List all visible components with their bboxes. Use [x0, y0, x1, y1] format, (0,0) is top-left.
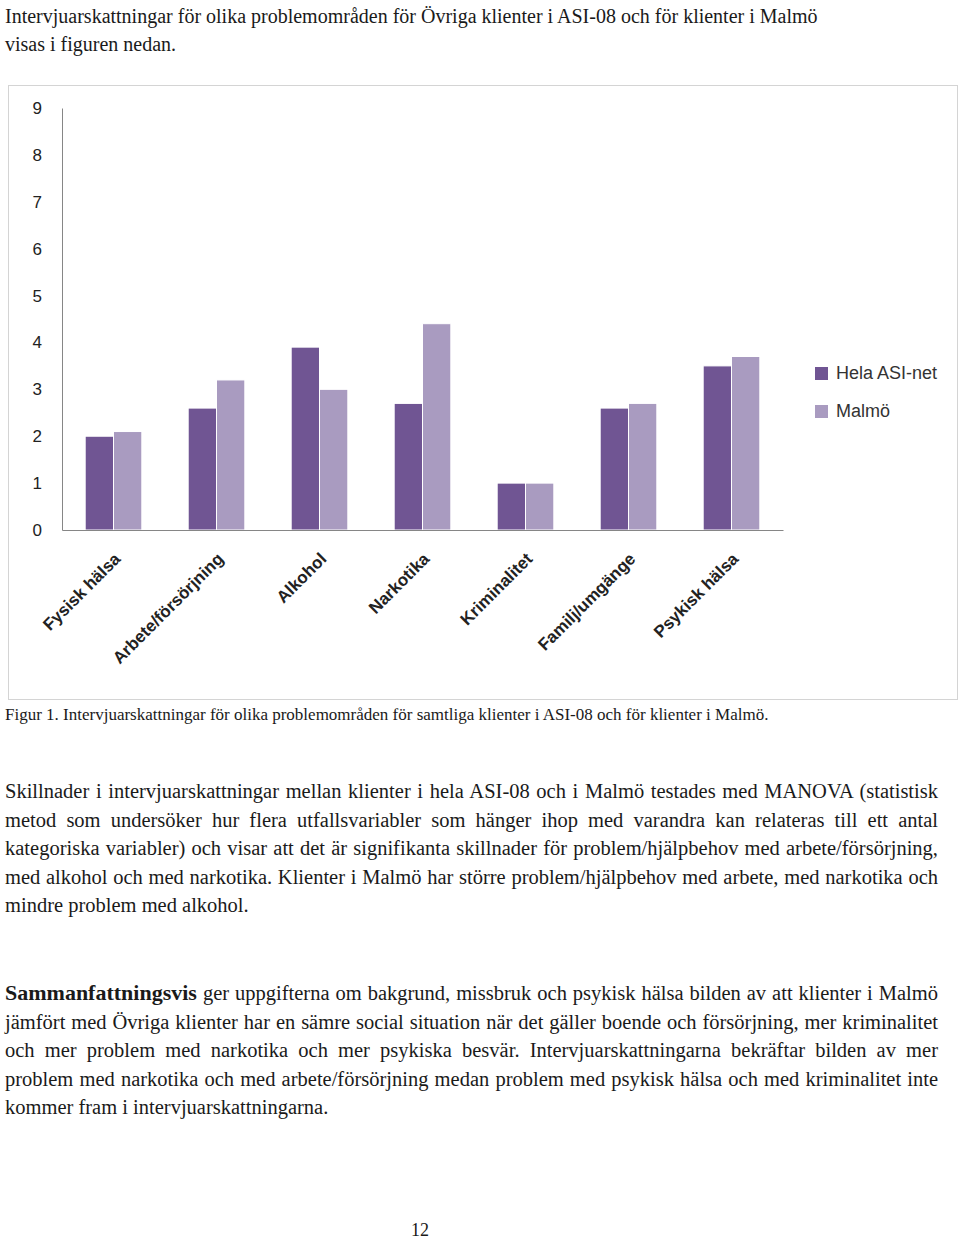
- y-tick-label: 0: [33, 521, 42, 540]
- figure-caption: Figur 1. Intervjuarskattningar för olika…: [5, 702, 845, 728]
- y-tick: 8: [33, 146, 62, 165]
- bar: [217, 380, 245, 530]
- paragraph-lead: Sammanfattningsvis: [5, 980, 197, 1005]
- bars: [85, 324, 760, 530]
- x-tick-label: Familj/umgänge: [534, 549, 639, 654]
- x-tick: Alkohol: [273, 530, 331, 607]
- y-axis: 0 1 2 3 4 5 6 7 8 9: [33, 99, 63, 540]
- bar: [188, 408, 216, 530]
- x-tick-label: Arbete/försörjning: [109, 549, 227, 667]
- y-tick-label: 2: [33, 427, 42, 446]
- x-tick-label: Fysisk hälsa: [39, 549, 124, 634]
- y-axis-line: [62, 109, 63, 531]
- page-number: 12: [400, 1220, 440, 1241]
- bar: [600, 408, 628, 530]
- y-tick-label: 7: [33, 193, 42, 212]
- y-tick-label: 3: [33, 380, 42, 399]
- x-tick: Narkotika: [365, 530, 434, 618]
- bar: [291, 347, 319, 530]
- y-tick: 4: [33, 333, 62, 352]
- x-tick: Arbete/försörjning: [109, 530, 227, 668]
- x-tick: Kriminalitet: [457, 530, 537, 629]
- y-tick: 1: [33, 474, 62, 493]
- x-tick-label: Narkotika: [365, 549, 434, 618]
- paragraph-text: Skillnader i intervjuarskattningar mella…: [5, 780, 938, 916]
- x-tick-label: Kriminalitet: [457, 549, 537, 629]
- y-tick-label: 4: [33, 333, 42, 352]
- x-tick: Fysisk hälsa: [39, 530, 124, 634]
- bar: [114, 432, 142, 530]
- legend-label: Hela ASI-net: [836, 363, 937, 383]
- y-tick: 3: [33, 380, 62, 399]
- y-tick: 5: [33, 286, 62, 305]
- y-tick: 9: [33, 99, 62, 118]
- y-tick-label: 5: [33, 286, 42, 305]
- legend-swatch: [815, 367, 828, 380]
- chart-frame: [9, 86, 958, 700]
- legend-label: Malmö: [836, 401, 890, 421]
- bar: [320, 389, 348, 530]
- x-axis-line: [63, 530, 784, 531]
- y-tick-label: 9: [33, 99, 42, 118]
- x-tick-label: Alkohol: [273, 549, 331, 607]
- bar: [394, 403, 422, 530]
- bar: [497, 483, 525, 530]
- intro-text: Intervjuarskattningar för olika problemo…: [5, 2, 845, 58]
- legend-item: Hela ASI-net: [815, 363, 937, 383]
- y-tick-label: 8: [33, 146, 42, 165]
- bar: [703, 366, 731, 530]
- legend-item: Malmö: [815, 401, 890, 421]
- y-tick-label: 6: [33, 240, 42, 259]
- x-axis: Fysisk hälsaArbete/försörjning Alkohol Nar…: [39, 530, 783, 668]
- bar: [85, 436, 113, 530]
- bar: [629, 403, 657, 530]
- bar: [526, 483, 554, 530]
- bar: [732, 357, 760, 530]
- y-tick-label: 1: [33, 474, 42, 493]
- y-tick: 2: [33, 427, 62, 446]
- chart: 0 1 2 3 4 5 6 7 8 9 Fysisk hälsaArbete/försörjning…: [8, 85, 958, 700]
- paragraph: Sammanfattningsvis ger uppgifterna om ba…: [5, 979, 938, 1122]
- x-tick: Familj/umgänge: [534, 530, 639, 654]
- y-tick: 0: [33, 521, 62, 540]
- x-tick-label: Psykisk hälsa: [650, 549, 743, 642]
- legend: Hela ASI-net Malmö: [815, 363, 937, 421]
- paragraph: Skillnader i intervjuarskattningar mella…: [5, 777, 938, 920]
- y-tick: 6: [33, 240, 62, 259]
- legend-swatch: [815, 405, 828, 418]
- bar: [423, 324, 451, 530]
- x-tick: Psykisk hälsa: [650, 530, 743, 642]
- y-tick: 7: [33, 193, 62, 212]
